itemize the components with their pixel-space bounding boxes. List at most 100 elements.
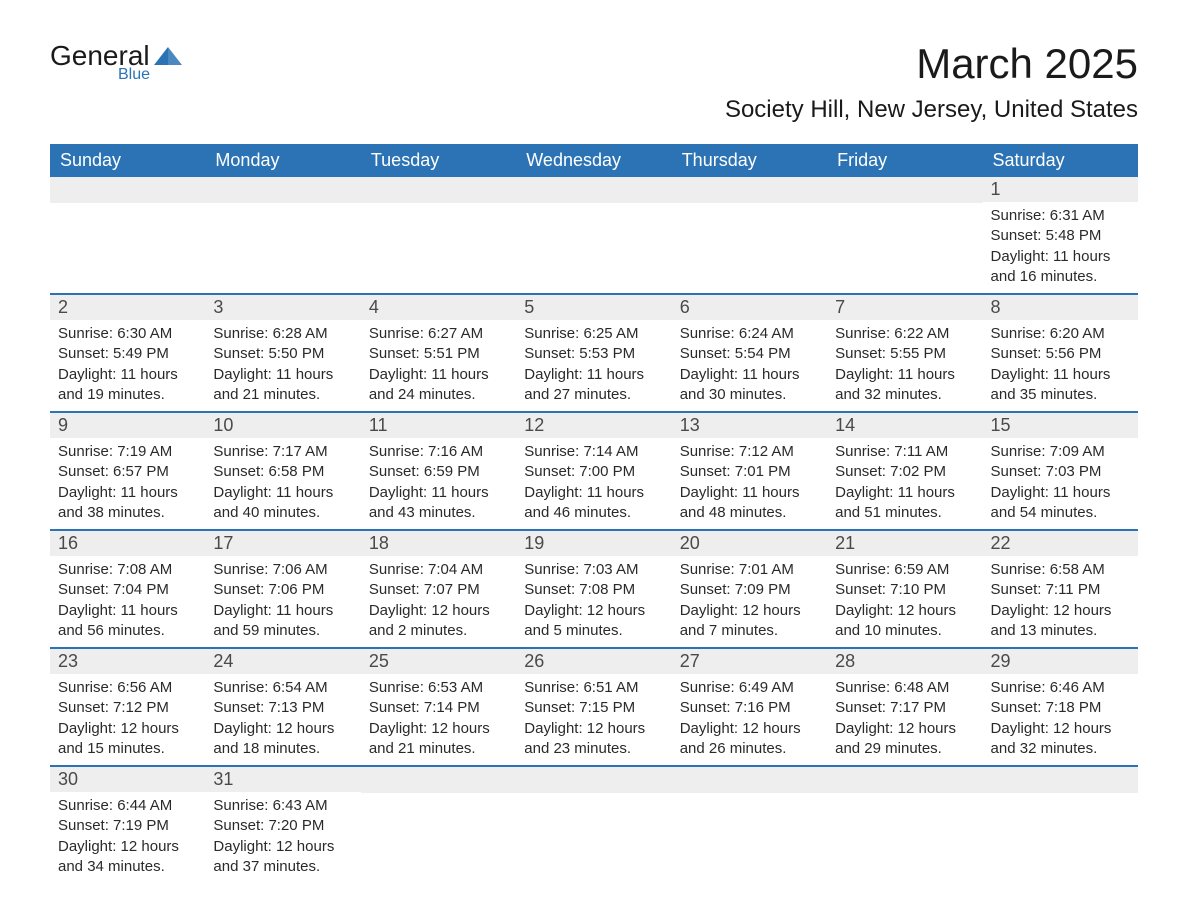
day-details: Sunrise: 6:48 AMSunset: 7:17 PMDaylight:… bbox=[827, 674, 982, 765]
sunset-text: Sunset: 7:01 PM bbox=[680, 462, 819, 482]
daylight-text: Daylight: 11 hours and 56 minutes. bbox=[58, 601, 197, 642]
day-cell: 10Sunrise: 7:17 AMSunset: 6:58 PMDayligh… bbox=[205, 412, 360, 530]
day-cell: 5Sunrise: 6:25 AMSunset: 5:53 PMDaylight… bbox=[516, 294, 671, 412]
day-number: 8 bbox=[983, 295, 1138, 320]
day-cell: 12Sunrise: 7:14 AMSunset: 7:00 PMDayligh… bbox=[516, 412, 671, 530]
sunrise-text: Sunrise: 7:09 AM bbox=[991, 442, 1130, 462]
day-number: 23 bbox=[50, 649, 205, 674]
day-number: 2 bbox=[50, 295, 205, 320]
day-details: Sunrise: 7:08 AMSunset: 7:04 PMDaylight:… bbox=[50, 556, 205, 647]
day-number: 7 bbox=[827, 295, 982, 320]
calendar-week: 2Sunrise: 6:30 AMSunset: 5:49 PMDaylight… bbox=[50, 294, 1138, 412]
daylight-text: Daylight: 11 hours and 59 minutes. bbox=[213, 601, 352, 642]
sunset-text: Sunset: 5:49 PM bbox=[58, 344, 197, 364]
day-number: 26 bbox=[516, 649, 671, 674]
day-details: Sunrise: 6:44 AMSunset: 7:19 PMDaylight:… bbox=[50, 792, 205, 883]
day-details: Sunrise: 7:11 AMSunset: 7:02 PMDaylight:… bbox=[827, 438, 982, 529]
day-cell: 13Sunrise: 7:12 AMSunset: 7:01 PMDayligh… bbox=[672, 412, 827, 530]
day-details bbox=[827, 793, 982, 873]
day-header: Tuesday bbox=[361, 144, 516, 177]
sunset-text: Sunset: 5:54 PM bbox=[680, 344, 819, 364]
day-number: 27 bbox=[672, 649, 827, 674]
day-number: 6 bbox=[672, 295, 827, 320]
daylight-text: Daylight: 11 hours and 32 minutes. bbox=[835, 365, 974, 406]
day-details: Sunrise: 6:43 AMSunset: 7:20 PMDaylight:… bbox=[205, 792, 360, 883]
daylight-text: Daylight: 12 hours and 13 minutes. bbox=[991, 601, 1130, 642]
sunrise-text: Sunrise: 6:49 AM bbox=[680, 678, 819, 698]
location: Society Hill, New Jersey, United States bbox=[725, 96, 1138, 124]
sunset-text: Sunset: 7:18 PM bbox=[991, 698, 1130, 718]
sunset-text: Sunset: 6:57 PM bbox=[58, 462, 197, 482]
daylight-text: Daylight: 11 hours and 46 minutes. bbox=[524, 483, 663, 524]
day-cell: 17Sunrise: 7:06 AMSunset: 7:06 PMDayligh… bbox=[205, 530, 360, 648]
daylight-text: Daylight: 12 hours and 18 minutes. bbox=[213, 719, 352, 760]
day-cell bbox=[827, 177, 982, 294]
daylight-text: Daylight: 12 hours and 23 minutes. bbox=[524, 719, 663, 760]
sunrise-text: Sunrise: 6:27 AM bbox=[369, 324, 508, 344]
sunset-text: Sunset: 7:09 PM bbox=[680, 580, 819, 600]
daylight-text: Daylight: 11 hours and 38 minutes. bbox=[58, 483, 197, 524]
day-cell: 16Sunrise: 7:08 AMSunset: 7:04 PMDayligh… bbox=[50, 530, 205, 648]
day-cell: 25Sunrise: 6:53 AMSunset: 7:14 PMDayligh… bbox=[361, 648, 516, 766]
calendar-week: 30Sunrise: 6:44 AMSunset: 7:19 PMDayligh… bbox=[50, 766, 1138, 883]
header: General Blue March 2025 Society Hill, Ne… bbox=[50, 40, 1138, 124]
day-number: 9 bbox=[50, 413, 205, 438]
logo-blue: Blue bbox=[118, 66, 150, 84]
sunset-text: Sunset: 7:13 PM bbox=[213, 698, 352, 718]
day-details bbox=[827, 203, 982, 283]
sunrise-text: Sunrise: 7:12 AM bbox=[680, 442, 819, 462]
sunrise-text: Sunrise: 6:51 AM bbox=[524, 678, 663, 698]
sunset-text: Sunset: 7:03 PM bbox=[991, 462, 1130, 482]
day-details: Sunrise: 6:25 AMSunset: 5:53 PMDaylight:… bbox=[516, 320, 671, 411]
sunset-text: Sunset: 5:55 PM bbox=[835, 344, 974, 364]
day-cell bbox=[361, 177, 516, 294]
day-header: Monday bbox=[205, 144, 360, 177]
day-details: Sunrise: 7:16 AMSunset: 6:59 PMDaylight:… bbox=[361, 438, 516, 529]
day-number: 10 bbox=[205, 413, 360, 438]
sunset-text: Sunset: 7:08 PM bbox=[524, 580, 663, 600]
day-header: Friday bbox=[827, 144, 982, 177]
sunrise-text: Sunrise: 6:59 AM bbox=[835, 560, 974, 580]
day-cell: 18Sunrise: 7:04 AMSunset: 7:07 PMDayligh… bbox=[361, 530, 516, 648]
sunset-text: Sunset: 5:56 PM bbox=[991, 344, 1130, 364]
sunrise-text: Sunrise: 6:46 AM bbox=[991, 678, 1130, 698]
day-cell bbox=[50, 177, 205, 294]
calendar-week: 16Sunrise: 7:08 AMSunset: 7:04 PMDayligh… bbox=[50, 530, 1138, 648]
day-number: 15 bbox=[983, 413, 1138, 438]
daylight-text: Daylight: 12 hours and 29 minutes. bbox=[835, 719, 974, 760]
day-details bbox=[516, 793, 671, 873]
day-number: 29 bbox=[983, 649, 1138, 674]
sunset-text: Sunset: 7:00 PM bbox=[524, 462, 663, 482]
day-cell: 19Sunrise: 7:03 AMSunset: 7:08 PMDayligh… bbox=[516, 530, 671, 648]
daylight-text: Daylight: 11 hours and 16 minutes. bbox=[991, 247, 1130, 288]
sunrise-text: Sunrise: 6:24 AM bbox=[680, 324, 819, 344]
sunset-text: Sunset: 5:51 PM bbox=[369, 344, 508, 364]
day-header-row: Sunday Monday Tuesday Wednesday Thursday… bbox=[50, 144, 1138, 177]
day-details: Sunrise: 6:49 AMSunset: 7:16 PMDaylight:… bbox=[672, 674, 827, 765]
sunset-text: Sunset: 7:10 PM bbox=[835, 580, 974, 600]
sunrise-text: Sunrise: 6:58 AM bbox=[991, 560, 1130, 580]
daylight-text: Daylight: 11 hours and 51 minutes. bbox=[835, 483, 974, 524]
day-details bbox=[205, 203, 360, 283]
sunrise-text: Sunrise: 6:54 AM bbox=[213, 678, 352, 698]
day-header: Saturday bbox=[983, 144, 1138, 177]
day-cell: 28Sunrise: 6:48 AMSunset: 7:17 PMDayligh… bbox=[827, 648, 982, 766]
day-cell bbox=[205, 177, 360, 294]
sunset-text: Sunset: 7:06 PM bbox=[213, 580, 352, 600]
sunrise-text: Sunrise: 7:14 AM bbox=[524, 442, 663, 462]
day-number bbox=[672, 767, 827, 793]
day-details: Sunrise: 6:31 AMSunset: 5:48 PMDaylight:… bbox=[983, 202, 1138, 293]
sunrise-text: Sunrise: 6:44 AM bbox=[58, 796, 197, 816]
sunrise-text: Sunrise: 6:56 AM bbox=[58, 678, 197, 698]
day-number: 18 bbox=[361, 531, 516, 556]
day-cell bbox=[361, 766, 516, 883]
daylight-text: Daylight: 11 hours and 27 minutes. bbox=[524, 365, 663, 406]
sunrise-text: Sunrise: 7:01 AM bbox=[680, 560, 819, 580]
sunrise-text: Sunrise: 7:08 AM bbox=[58, 560, 197, 580]
logo-text: General bbox=[50, 40, 182, 72]
day-cell: 1Sunrise: 6:31 AMSunset: 5:48 PMDaylight… bbox=[983, 177, 1138, 294]
sunrise-text: Sunrise: 6:43 AM bbox=[213, 796, 352, 816]
daylight-text: Daylight: 11 hours and 19 minutes. bbox=[58, 365, 197, 406]
day-number: 11 bbox=[361, 413, 516, 438]
daylight-text: Daylight: 12 hours and 34 minutes. bbox=[58, 837, 197, 878]
